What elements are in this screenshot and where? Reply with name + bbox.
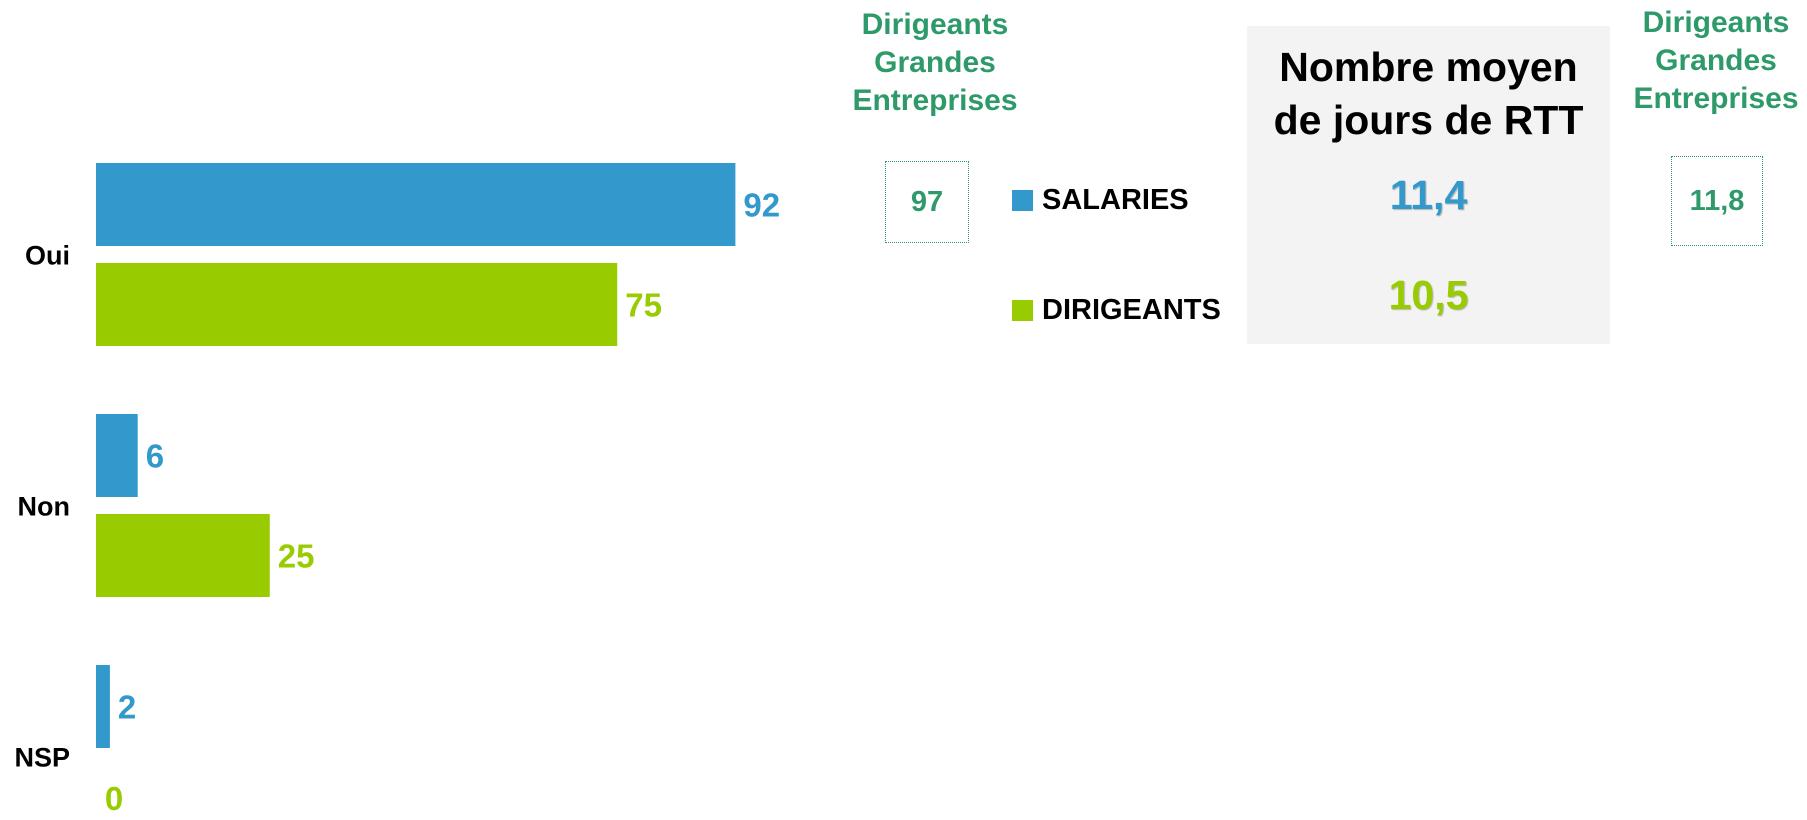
rtt-panel: Nombre moyen de jours de RTT 11,4 10,5: [1247, 26, 1610, 344]
bar-dirigeants-non: [96, 514, 270, 597]
legend-swatch-dirigeants: [1012, 300, 1033, 321]
legend-item-dirigeants: DIRIGEANTS: [1012, 294, 1221, 327]
bar-salaries-nsp: [96, 665, 110, 748]
data-label-dirigeants-nsp: 0: [105, 780, 123, 817]
grandes-entreprises-header: Dirigeants Grandes Entreprises: [852, 8, 1018, 117]
category-label-non: Non: [18, 492, 70, 522]
rtt-grandes-entreprises-value: 11,8: [1671, 156, 1763, 246]
rtt-grandes-entreprises-header: Dirigeants Grandes Entreprises: [1633, 6, 1799, 115]
data-label-dirigeants-oui: 75: [625, 287, 662, 324]
rtt-dirigeants-value: 10,5: [1388, 272, 1469, 318]
legend-label-salaries: SALARIES: [1042, 184, 1189, 216]
legend-label-dirigeants: DIRIGEANTS: [1042, 294, 1221, 326]
category-label-nsp: NSP: [14, 743, 70, 773]
data-label-salaries-non: 6: [146, 438, 164, 475]
bar-salaries-oui: [96, 163, 736, 246]
rtt-panel-title: Nombre moyen de jours de RTT: [1273, 44, 1584, 143]
bar-dirigeants-oui: [96, 263, 618, 346]
data-label-salaries-nsp: 2: [118, 689, 136, 726]
data-label-salaries-oui: 92: [743, 187, 780, 224]
rtt-salaries-value: 11,4: [1389, 172, 1468, 218]
category-label-oui: Oui: [25, 241, 70, 271]
legend-item-salaries: SALARIES: [1012, 184, 1189, 217]
bar-salaries-non: [96, 414, 138, 497]
bar-chart: Oui 92 75 Non 6 25 NSP 2 0: [14, 163, 780, 817]
data-label-dirigeants-non: 25: [278, 538, 315, 575]
grandes-entreprises-oui-value: 97: [885, 161, 969, 243]
legend-swatch-salaries: [1012, 190, 1033, 211]
